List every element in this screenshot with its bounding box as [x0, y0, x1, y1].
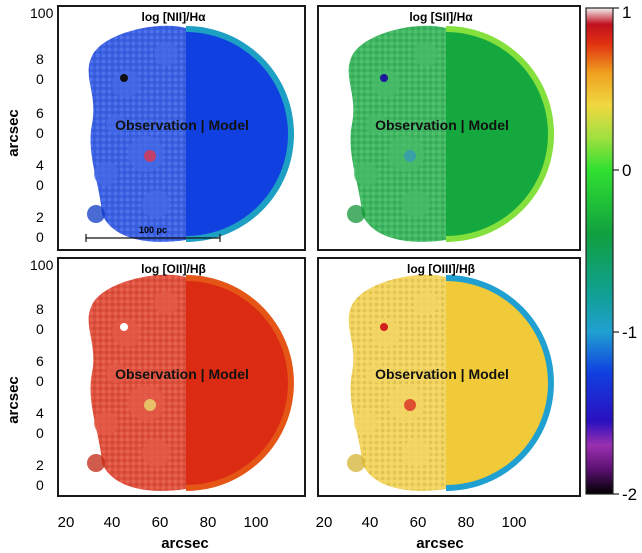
y-tick-label: 0: [36, 373, 44, 389]
observation-patch: [402, 190, 430, 218]
observation-spot: [144, 150, 156, 162]
panel-title: log [OIII]/Hβ: [407, 262, 475, 276]
observation-patch: [112, 319, 140, 347]
x-tick-label: 20: [316, 514, 333, 531]
observation-patch: [354, 411, 378, 435]
observation-spot: [120, 323, 128, 331]
panel-title: log [SII]/Hα: [409, 10, 473, 24]
x-tick-labels: 20 40 60 80 100 20 40 60 80 100: [58, 514, 527, 531]
x-tick-label: 40: [362, 514, 379, 531]
panel-title: log [OII]/Hβ: [141, 262, 206, 276]
panel-title: log [NII]/Hα: [141, 10, 206, 24]
colorbar: [585, 7, 614, 495]
observation-patch: [154, 291, 178, 315]
y-tick-label: 0: [36, 321, 44, 337]
y-tick-label: 0: [36, 177, 44, 193]
colorbar-tick-label: 0: [622, 161, 631, 180]
colorbar-tick-label: -1: [622, 323, 637, 342]
x-axis-title-right: arcsec: [416, 535, 464, 552]
x-tick-label: 80: [458, 514, 475, 531]
observation-patch: [372, 70, 400, 98]
y-tick-label: 0: [36, 71, 44, 87]
colorbar-tick-label: 1: [622, 3, 631, 22]
observation-spot: [144, 399, 156, 411]
observation-patch: [106, 363, 126, 383]
overlay-label: Observation | Model: [115, 117, 249, 133]
observation-patch: [142, 190, 170, 218]
observation-patch: [366, 363, 386, 383]
y-tick-label: 100: [30, 5, 54, 21]
observation-patch: [154, 42, 178, 66]
x-tick-label: 100: [501, 514, 526, 531]
observation-patch: [354, 162, 378, 186]
observation-patch: [87, 205, 105, 223]
observation-patch: [347, 454, 365, 472]
y-tick-label: 4: [36, 157, 44, 173]
observation-patch: [94, 411, 118, 435]
overlay-label: Observation | Model: [375, 117, 509, 133]
observation-spot: [404, 150, 416, 162]
y-axis-title-top: arcsec: [5, 109, 22, 157]
y-tick-label: 4: [36, 405, 44, 421]
x-axis-title-left: arcsec: [161, 535, 209, 552]
y-tick-label: 2: [36, 209, 44, 225]
observation-patch: [142, 439, 170, 467]
observation-patch: [347, 205, 365, 223]
y-tick-label: 8: [36, 301, 44, 317]
model-disc: [186, 32, 288, 236]
x-tick-label: 80: [200, 514, 217, 531]
y-tick-label: 2: [36, 457, 44, 473]
x-tick-label: 100: [243, 514, 268, 531]
observation-spot: [380, 323, 388, 331]
y-tick-label: 8: [36, 51, 44, 67]
colorbar-tick-labels: 1 0 -1 -2: [613, 3, 637, 504]
observation-spot: [380, 74, 388, 82]
observation-patch: [372, 319, 400, 347]
model-disc: [446, 32, 548, 236]
y-tick-label: 0: [36, 229, 44, 245]
model-disc: [186, 281, 288, 485]
observation-patch: [402, 439, 430, 467]
x-tick-label: 40: [104, 514, 121, 531]
panel-oii: log [OII]/Hβ Observation | Model: [57, 257, 306, 497]
x-tick-label: 20: [58, 514, 75, 531]
colorbar-tick-label: -2: [622, 485, 637, 504]
y-axis-title-bottom: arcsec: [5, 376, 22, 424]
x-tick-label: 60: [410, 514, 427, 531]
observation-spot: [404, 399, 416, 411]
observation-patch: [414, 291, 438, 315]
scale-bar: 100 pc: [85, 225, 221, 242]
overlay-label: Observation | Model: [115, 366, 249, 382]
observation-patch: [87, 454, 105, 472]
scale-bar-label: 100 pc: [139, 225, 167, 235]
observation-patch: [414, 42, 438, 66]
y-tick-label: 6: [36, 105, 44, 121]
observation-patch: [112, 70, 140, 98]
observation-patch: [106, 114, 126, 134]
panel-sii: log [SII]/Hα Observation | Model: [317, 5, 581, 251]
panel-oiii: log [OIII]/Hβ Observation | Model: [317, 257, 581, 497]
y-tick-label: 6: [36, 353, 44, 369]
panel-nii: log [NII]/Hα Observation | Model 100 pc: [57, 5, 306, 251]
y-tick-label: 0: [36, 425, 44, 441]
y-tick-label: 0: [36, 125, 44, 141]
model-disc: [446, 281, 548, 485]
observation-spot: [120, 74, 128, 82]
observation-patch: [94, 162, 118, 186]
overlay-label: Observation | Model: [375, 366, 509, 382]
x-tick-label: 60: [152, 514, 169, 531]
y-tick-label: 100: [30, 257, 54, 273]
y-tick-label: 0: [36, 477, 44, 493]
y-tick-labels: 100 8 0 6 0 4 0 2 0 100 8 0 6 0 4 0 2 0: [30, 5, 54, 493]
observation-patch: [366, 114, 386, 134]
